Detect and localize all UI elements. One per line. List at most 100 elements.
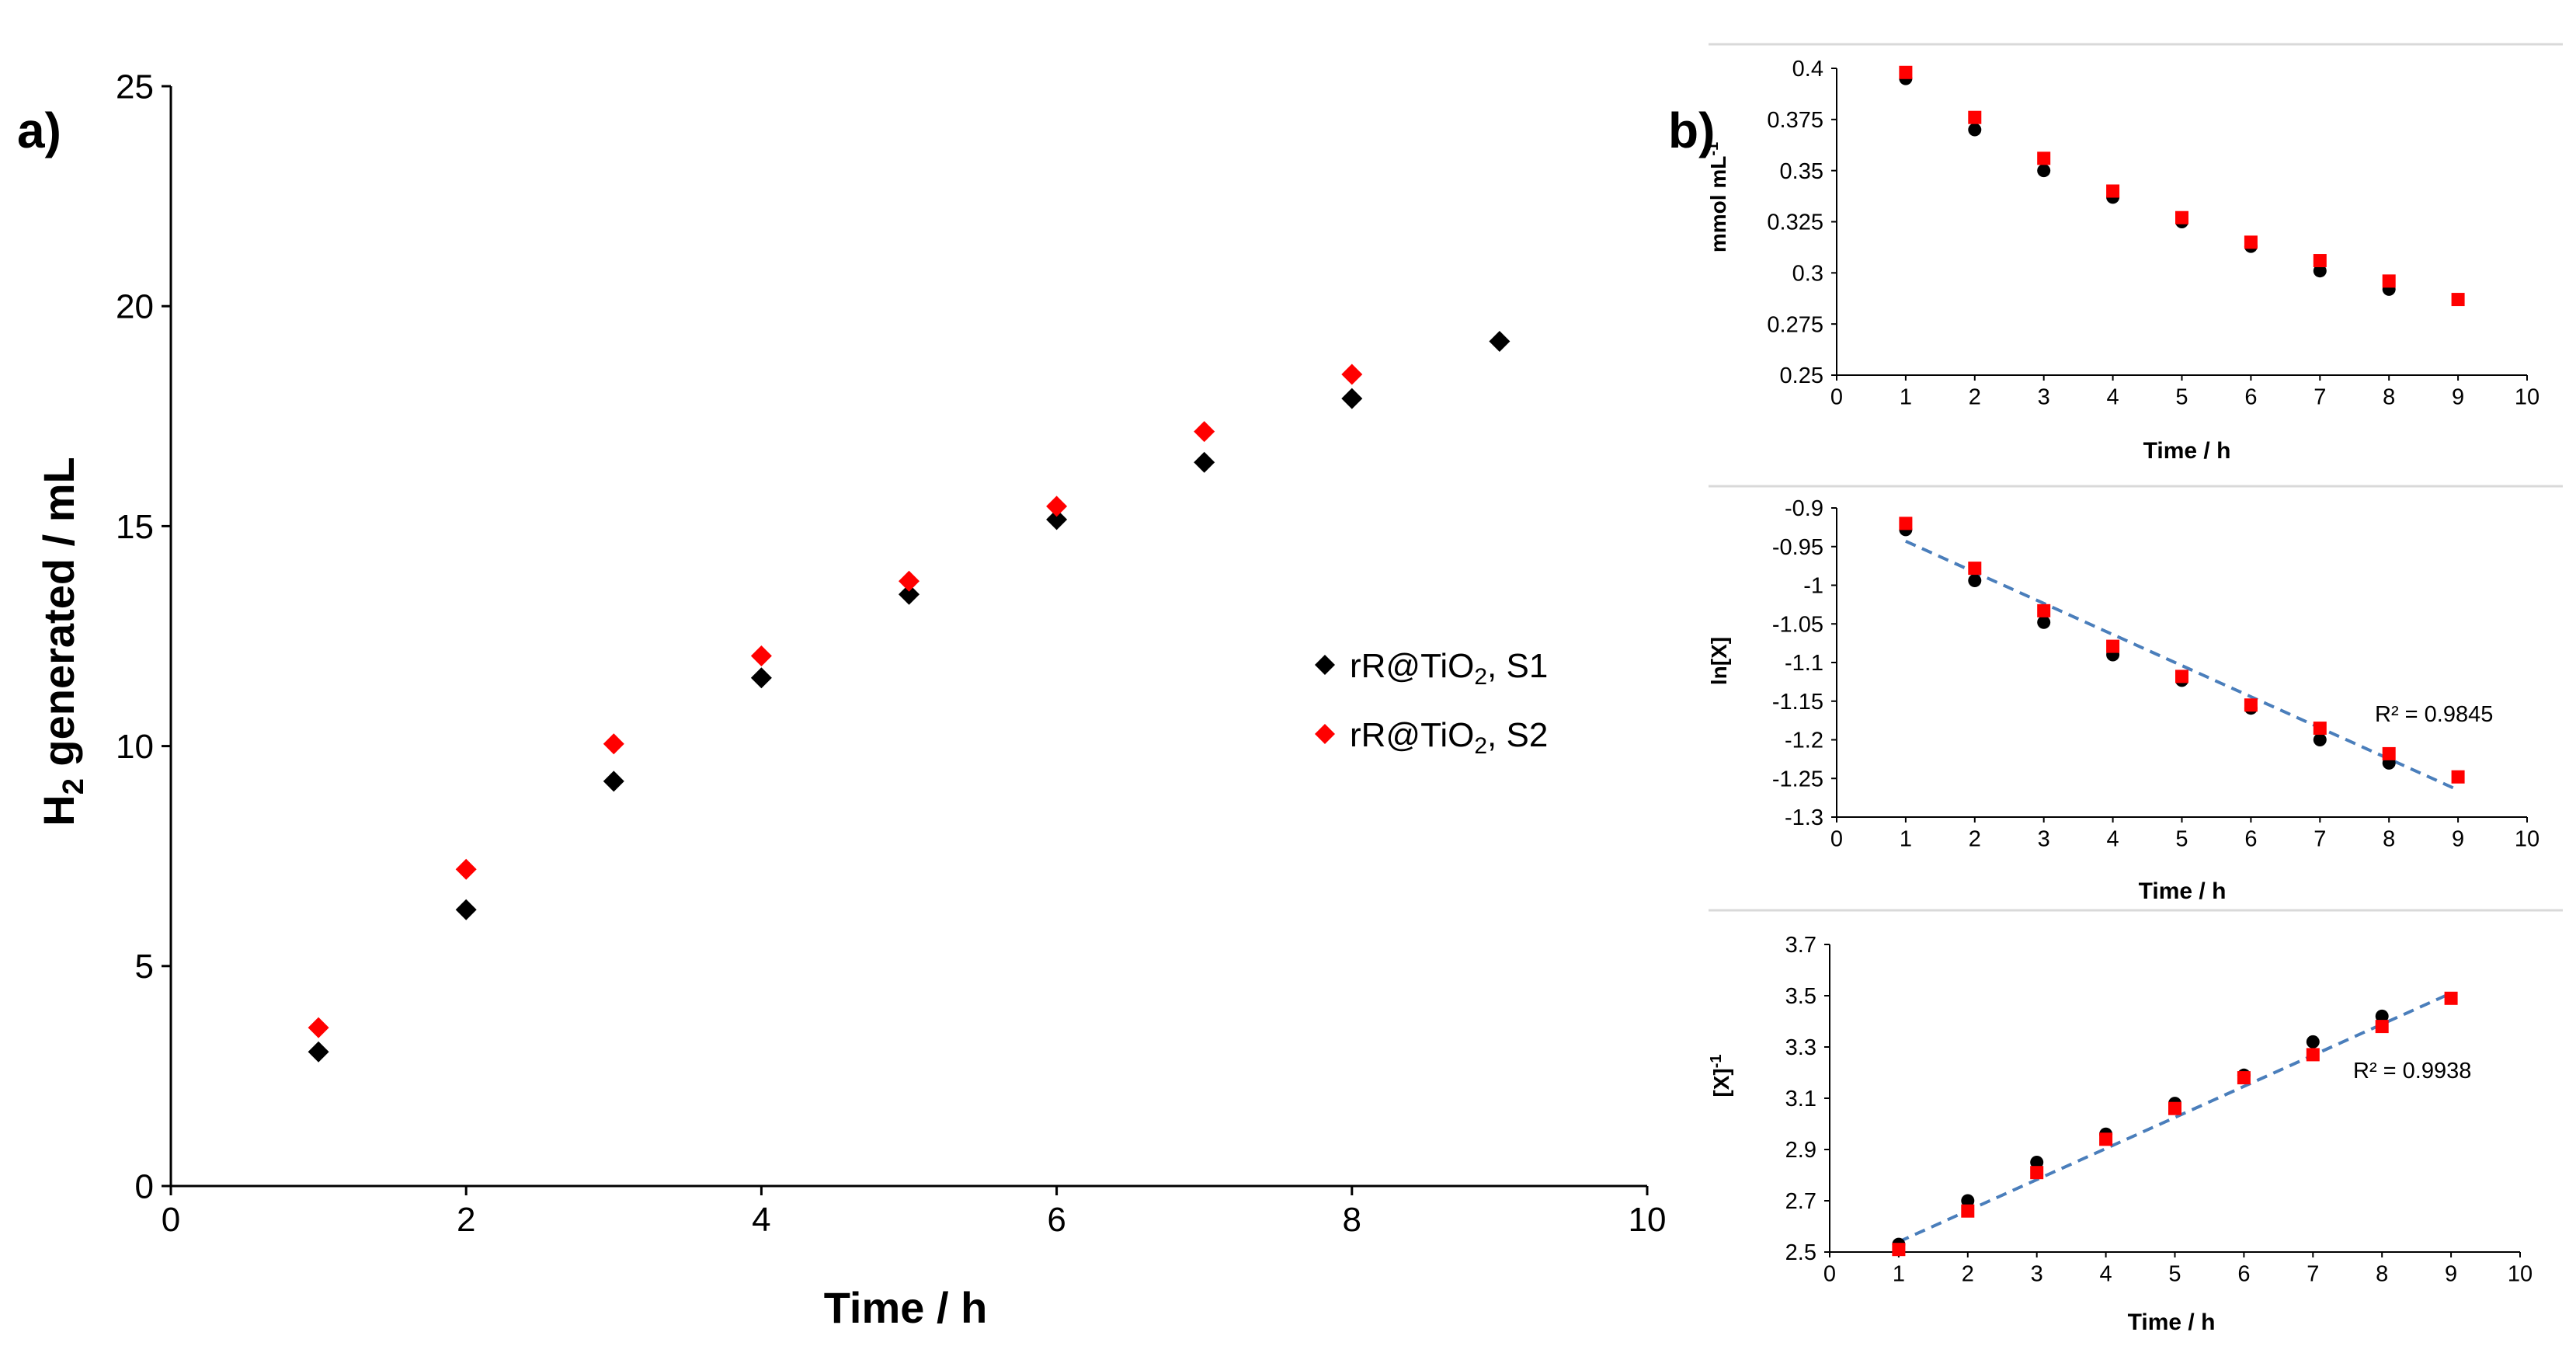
chart-b3-series-2-point (2168, 1101, 2181, 1115)
chart-a-y-axis-title: H2 generated / mL (34, 457, 90, 826)
chart-b3-x-tick-label: 7 (2307, 1261, 2319, 1286)
chart-b3-series-2-point (1961, 1204, 1975, 1218)
chart-b2-x-tick-label: 8 (2383, 826, 2395, 851)
chart-b3-series-1-point (2306, 1035, 2320, 1049)
chart-b1-x-tick-label: 10 (2515, 384, 2539, 409)
chart-b2-x-tick-label: 0 (1830, 826, 1843, 851)
chart-b2-x-tick-label: 3 (2038, 826, 2050, 851)
chart-b3-r2-annotation: R² = 0.9938 (2353, 1059, 2471, 1083)
chart-a-axes (169, 86, 1647, 1188)
chart-b3-y-axis-title: [X]-1 (1708, 1054, 1733, 1097)
chart-a-series-2-point (1194, 421, 1215, 443)
chart-b2-series-2-point (2106, 639, 2120, 653)
chart-b3-x-tick-label: 4 (2100, 1261, 2112, 1286)
chart-b3-x-tick-label: 5 (2168, 1261, 2181, 1286)
chart-b3-y-tick-label: 2.5 (1785, 1240, 1816, 1265)
chart-b3-y-tick-label: 2.7 (1785, 1189, 1816, 1214)
chart-b3-series-2-point (2444, 991, 2458, 1005)
chart-b2-series-1-point (1968, 574, 1982, 588)
chart-b2-y-tick-label: -1.1 (1785, 651, 1823, 676)
chart-b3-series-1-point (2030, 1156, 2044, 1169)
chart-a-series-1-point (455, 899, 477, 920)
chart-b2-y-tick-label: -0.95 (1772, 535, 1823, 560)
chart-b1-series-2-point (2175, 210, 2188, 224)
chart-b3-y-tick-label: 3.5 (1785, 984, 1816, 1009)
chart-b2-series-2-point (2244, 698, 2258, 712)
chart-a-ticks: 0 2 4 6 8 10 0 5 10 15 20 25 (116, 68, 1666, 1239)
chart-b2-y-tick-label: -0.9 (1785, 496, 1823, 521)
chart-b1: 0 1 2 3 4 5 6 7 8 9 10 0.25 0.275 0.3 0.325 0.35 0.375 0.… (1705, 43, 2563, 464)
chart-b2-x-tick-label: 9 (2452, 826, 2464, 851)
chart-b1-y-tick-label: 0.35 (1780, 159, 1823, 184)
chart-a-legend: rR@TiO2, S1 rR@TiO2, S2 (1315, 647, 1548, 759)
chart-b1-x-tick-label: 7 (2314, 384, 2326, 409)
chart-b3-x-tick-label: 3 (2031, 1261, 2043, 1286)
chart-b2-x-tick-label: 5 (2175, 826, 2188, 851)
chart-b1-x-tick-label: 2 (1969, 384, 1981, 409)
chart-b1-x-tick-label: 5 (2175, 384, 2188, 409)
chart-a-series-2-point (308, 1017, 329, 1038)
chart-b1-y-tick-label: 0.275 (1767, 312, 1823, 337)
chart-a-x-tick-label: 10 (1629, 1201, 1667, 1239)
chart-b2-x-tick-label: 2 (1969, 826, 1981, 851)
chart-b2: 0 1 2 3 4 5 6 7 8 9 10 -1.3 -1.25 -1.2 -1.15 -1.1 -1.05 -… (1707, 485, 2563, 904)
chart-b3-x-tick-label: 1 (1893, 1261, 1905, 1286)
chart-b1-series-2-point (2106, 184, 2120, 198)
chart-b1-ticks: 0 1 2 3 4 5 6 7 8 9 10 0.25 0.275 0.3 0.325 0.35 0.375 0.… (1767, 57, 2539, 409)
chart-b1-series-2-point (2382, 274, 2396, 288)
chart-b1-series-2-point (2244, 235, 2258, 249)
chart-b1-y-tick-label: 0.25 (1780, 363, 1823, 388)
chart-b2-y-tick-label: -1.25 (1772, 767, 1823, 791)
chart-b2-series-2-point (2037, 603, 2051, 617)
chart-b1-series-1-point (2313, 264, 2327, 278)
chart-b3-x-tick-label: 6 (2237, 1261, 2250, 1286)
chart-b2-series-2-point (1968, 562, 1982, 576)
chart-a-x-tick-label: 2 (457, 1201, 475, 1239)
legend-label-s1: rR@TiO2, S1 (1350, 647, 1548, 690)
chart-a-series-1-point (1046, 509, 1068, 530)
chart-a-series-1-point (1194, 451, 1215, 473)
chart-b3-ticks: 0 1 2 3 4 5 6 7 8 9 10 2.5 2.7 2.9 3.1 3.3 3.5 3.7 (1785, 933, 2533, 1286)
chart-b1-x-tick-label: 9 (2452, 384, 2464, 409)
chart-b3-series-2-point (2237, 1071, 2251, 1085)
chart-b3-y-tick-label: 3.3 (1785, 1035, 1816, 1060)
chart-b3-y-tick-label: 3.7 (1785, 933, 1816, 958)
chart-b2-ticks: 0 1 2 3 4 5 6 7 8 9 10 -1.3 -1.25 -1.2 -1.15 -1.1 -1.05 -… (1772, 496, 2539, 851)
chart-b2-y-tick-label: -1.15 (1772, 690, 1823, 715)
chart-b1-x-tick-label: 3 (2038, 384, 2050, 409)
chart-b2-x-tick-label: 1 (1900, 826, 1912, 851)
chart-b2-x-tick-label: 7 (2314, 826, 2326, 851)
chart-b1-x-tick-label: 6 (2244, 384, 2257, 409)
chart-b1-series-2-point (1899, 65, 1913, 79)
chart-b1-x-tick-label: 1 (1900, 384, 1912, 409)
chart-b3-series-2-point (2030, 1166, 2044, 1180)
chart-a-x-tick-label: 6 (1047, 1201, 1066, 1239)
chart-b2-series-1-point (2037, 615, 2051, 629)
chart-b2-x-tick-label: 6 (2244, 826, 2257, 851)
chart-b3-x-tick-label: 2 (1962, 1261, 1974, 1286)
chart-b3-series-2-point (2375, 1020, 2389, 1034)
chart-b3-x-axis-title: Time / h (2128, 1310, 2216, 1335)
chart-b2-series-2-point (2313, 722, 2327, 736)
chart-b3-series-1-point (2375, 1009, 2389, 1023)
chart-a-marks (308, 331, 1510, 1063)
chart-b3-marks (1892, 991, 2458, 1257)
chart-b1-y-tick-label: 0.325 (1767, 210, 1823, 235)
panel-a-label: a) (17, 103, 61, 158)
chart-b3-y-tick-label: 3.1 (1785, 1087, 1816, 1111)
chart-a-y-axis-title-rest: generated / mL (34, 457, 83, 778)
chart-a-y-tick-label: 15 (116, 508, 154, 546)
chart-b3: 0 1 2 3 4 5 6 7 8 9 10 2.5 2.7 2.9 3.1 3.3 3.5 3.7 R² = 0… (1708, 909, 2563, 1335)
chart-b2-x-tick-label: 4 (2107, 826, 2119, 851)
chart-b2-series-1-point (2313, 733, 2327, 746)
chart-b1-x-tick-label: 8 (2383, 384, 2395, 409)
chart-b3-x-tick-label: 8 (2376, 1261, 2388, 1286)
chart-a-series-1-point (1341, 388, 1363, 409)
chart-b1-y-tick-label: 0.375 (1767, 108, 1823, 133)
chart-a-y-axis-title-sub: 2 (57, 778, 90, 795)
chart-a-series-2-point (603, 733, 624, 755)
chart-b1-y-axis-title: mmol mL-1 (1705, 142, 1730, 252)
chart-a-x-axis-title: Time / h (824, 1283, 988, 1332)
chart-b3-series-2-point (2306, 1048, 2320, 1062)
